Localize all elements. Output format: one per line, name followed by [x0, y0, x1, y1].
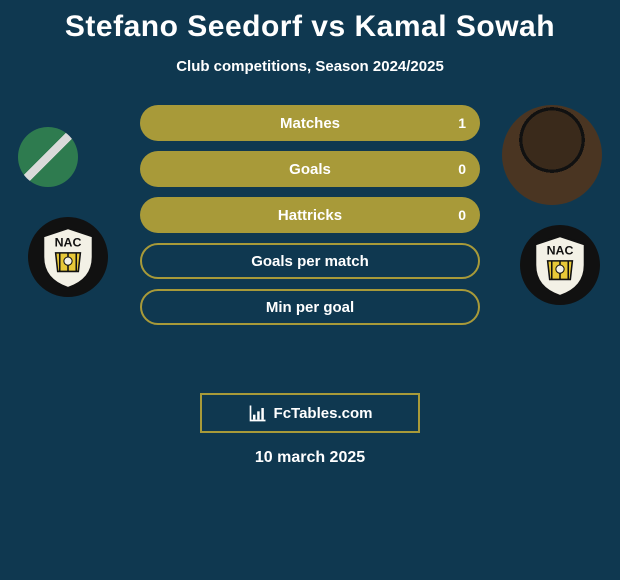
stat-label: Goals [289, 161, 331, 178]
watermark-text: FcTables.com [274, 405, 373, 422]
stat-value-right: 1 [458, 115, 466, 131]
right-column: NAC [502, 105, 612, 305]
stat-hattricks: Hattricks 0 [140, 197, 480, 233]
stat-goals: Goals 0 [140, 151, 480, 187]
svg-text:NAC: NAC [547, 244, 574, 258]
stat-goals-per-match: Goals per match [140, 243, 480, 279]
stat-label: Hattricks [278, 207, 342, 224]
subtitle: Club competitions, Season 2024/2025 [0, 58, 620, 75]
bar-chart-icon [248, 403, 268, 423]
date-label: 10 march 2025 [0, 449, 620, 467]
player-left-avatar [18, 127, 78, 187]
player-right-avatar [502, 105, 602, 205]
stat-value-right: 0 [458, 161, 466, 177]
left-column: NAC [8, 105, 108, 297]
comparison-row: NAC Matches 1 Goals 0 Hattricks 0 Goals … [0, 105, 620, 385]
page-title: Stefano Seedorf vs Kamal Sowah [0, 0, 620, 44]
stat-label: Matches [280, 115, 340, 132]
stat-label: Goals per match [251, 253, 369, 270]
shield-icon: NAC [35, 224, 101, 290]
watermark: FcTables.com [200, 393, 420, 433]
club-right-badge: NAC [520, 225, 600, 305]
stats-column: Matches 1 Goals 0 Hattricks 0 Goals per … [140, 105, 480, 325]
stat-value-right: 0 [458, 207, 466, 223]
svg-text:NAC: NAC [55, 236, 82, 250]
club-left-badge: NAC [28, 217, 108, 297]
stat-matches: Matches 1 [140, 105, 480, 141]
stat-min-per-goal: Min per goal [140, 289, 480, 325]
stat-label: Min per goal [266, 299, 354, 316]
shield-icon: NAC [527, 232, 593, 298]
